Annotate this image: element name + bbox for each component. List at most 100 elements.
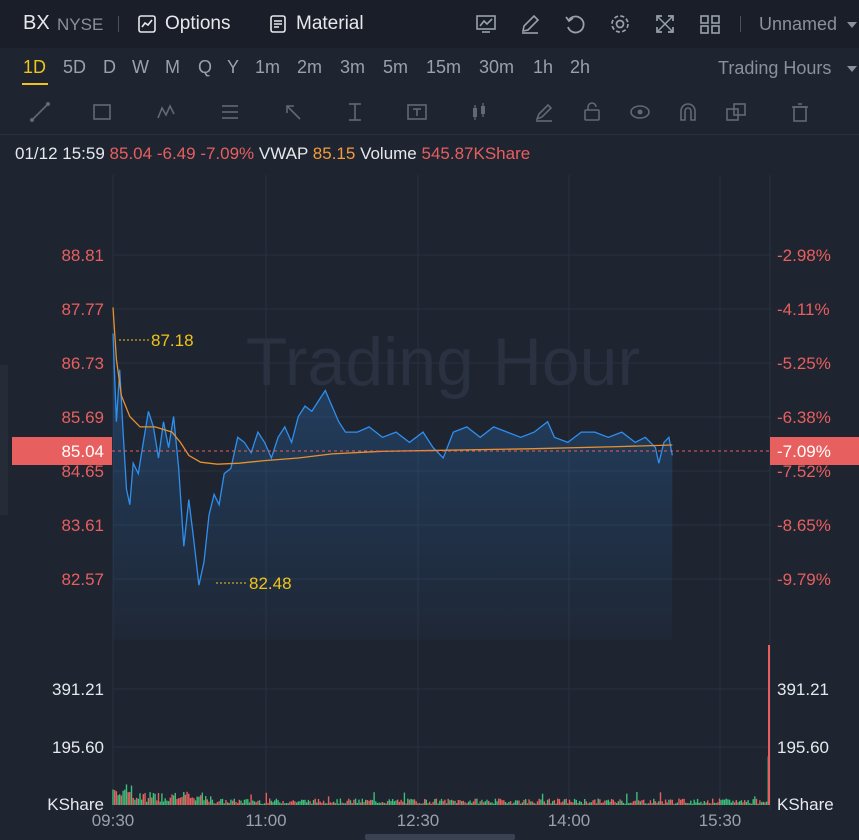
timeframe-2m[interactable]: 2m xyxy=(297,57,323,77)
timeframe-1h[interactable]: 1h xyxy=(533,57,554,77)
copy-icon[interactable] xyxy=(724,100,748,124)
layout-name[interactable]: Unnamed xyxy=(759,14,838,34)
timeframe-5d[interactable]: 5D xyxy=(63,57,87,77)
volume-bar xyxy=(373,792,375,805)
volume-bar xyxy=(341,802,343,805)
volume-bar xyxy=(307,799,310,805)
sidebar-toggle[interactable] xyxy=(0,365,8,515)
measure-icon[interactable] xyxy=(343,100,367,124)
volume-tick: 195.60 xyxy=(777,738,829,757)
volume-bar xyxy=(299,801,301,805)
timeframe-1d[interactable]: 1D xyxy=(23,57,47,77)
timeframe-30m[interactable]: 30m xyxy=(479,57,515,77)
volume-bar xyxy=(383,802,385,805)
volume-bar xyxy=(210,796,212,805)
volume-bar xyxy=(530,801,532,805)
volume-bar xyxy=(555,803,557,805)
fib-icon[interactable] xyxy=(218,100,242,124)
volume-bar xyxy=(114,790,116,805)
trash-icon[interactable] xyxy=(788,100,812,124)
session-select[interactable]: Trading Hours xyxy=(718,58,832,78)
volume-bar xyxy=(644,803,646,805)
brush-icon[interactable] xyxy=(532,100,556,124)
volume-bar xyxy=(750,803,753,805)
volume-bar xyxy=(359,802,362,805)
volume-bar xyxy=(739,801,741,805)
timeframe-3m[interactable]: 3m xyxy=(340,57,366,77)
indicator-icon[interactable] xyxy=(474,12,498,36)
divider xyxy=(118,16,119,32)
symbol[interactable]: BX xyxy=(23,12,50,34)
time-tick: 11:00 xyxy=(245,811,286,830)
volume-bar xyxy=(698,803,700,805)
quote-price: 85.04 xyxy=(109,144,153,163)
pattern-icon[interactable] xyxy=(155,100,179,124)
eye-icon[interactable] xyxy=(628,100,652,124)
trend-line-icon[interactable] xyxy=(28,100,52,124)
divider xyxy=(740,16,741,32)
edit-icon[interactable] xyxy=(518,12,542,36)
volume-unit: KShare xyxy=(777,795,834,814)
price-tick: 86.73 xyxy=(61,354,104,373)
volume-bar xyxy=(727,799,729,805)
volume-bar xyxy=(425,799,427,805)
fullscreen-icon[interactable] xyxy=(653,12,677,36)
timeframe-15m[interactable]: 15m xyxy=(426,57,462,77)
timeframe-2h[interactable]: 2h xyxy=(570,57,591,77)
volume-bar xyxy=(580,801,582,805)
volume-bar xyxy=(671,799,673,805)
timeframe-w[interactable]: W xyxy=(132,57,149,77)
volume-bar xyxy=(669,799,672,805)
volume-bar xyxy=(275,798,278,805)
volume-bar xyxy=(703,801,705,805)
volume-bar xyxy=(626,793,628,805)
volume-bar xyxy=(413,799,416,805)
timeframe-d[interactable]: D xyxy=(103,57,116,77)
timeframe-m[interactable]: M xyxy=(165,57,180,77)
volume-bar xyxy=(255,802,257,805)
rectangle-icon[interactable] xyxy=(90,100,114,124)
candle-icon[interactable] xyxy=(468,100,492,124)
text-icon[interactable] xyxy=(405,100,429,124)
gear-icon[interactable] xyxy=(608,12,632,36)
pct-tick: -2.98% xyxy=(777,246,831,265)
volume-bar xyxy=(319,801,321,805)
volume-tick: 391.21 xyxy=(52,680,104,699)
vwap-label: VWAP xyxy=(258,144,309,163)
volume-bar xyxy=(322,800,325,805)
lock-icon[interactable] xyxy=(580,100,604,124)
arrow-icon[interactable] xyxy=(281,100,305,124)
layout-grid-icon[interactable] xyxy=(698,12,722,36)
volume-bar xyxy=(159,801,161,805)
volume-bar xyxy=(432,801,434,805)
volume-bar xyxy=(167,801,170,805)
volume-bar xyxy=(493,803,495,805)
volume-bar xyxy=(696,798,699,805)
volume-bar xyxy=(600,803,603,805)
undo-icon[interactable] xyxy=(563,12,587,36)
volume-bar xyxy=(567,803,569,805)
volume-bar xyxy=(523,799,525,805)
chevron-down-icon[interactable] xyxy=(847,66,857,72)
volume-bar xyxy=(533,803,535,805)
volume-bar xyxy=(477,803,480,805)
volume-bar xyxy=(125,784,128,805)
timeframe-1m[interactable]: 1m xyxy=(255,57,281,77)
vwap-value: 85.15 xyxy=(312,144,356,163)
timeframe-q[interactable]: Q xyxy=(198,57,213,77)
material-button[interactable]: Material xyxy=(268,12,364,36)
volume-bar xyxy=(203,800,205,805)
volume-bar xyxy=(511,803,513,805)
timeframe-5m[interactable]: 5m xyxy=(383,57,409,77)
volume-bar xyxy=(179,797,182,805)
volume-bar xyxy=(306,802,308,805)
options-button[interactable]: Options xyxy=(137,12,230,36)
volume-bar xyxy=(656,802,658,805)
chevron-down-icon[interactable] xyxy=(847,22,857,28)
volume-bar xyxy=(587,803,589,805)
timeframe-y[interactable]: Y xyxy=(227,57,240,77)
volume-bar xyxy=(710,803,712,805)
time-scrollbar[interactable] xyxy=(365,834,515,840)
magnet-icon[interactable] xyxy=(676,100,700,124)
